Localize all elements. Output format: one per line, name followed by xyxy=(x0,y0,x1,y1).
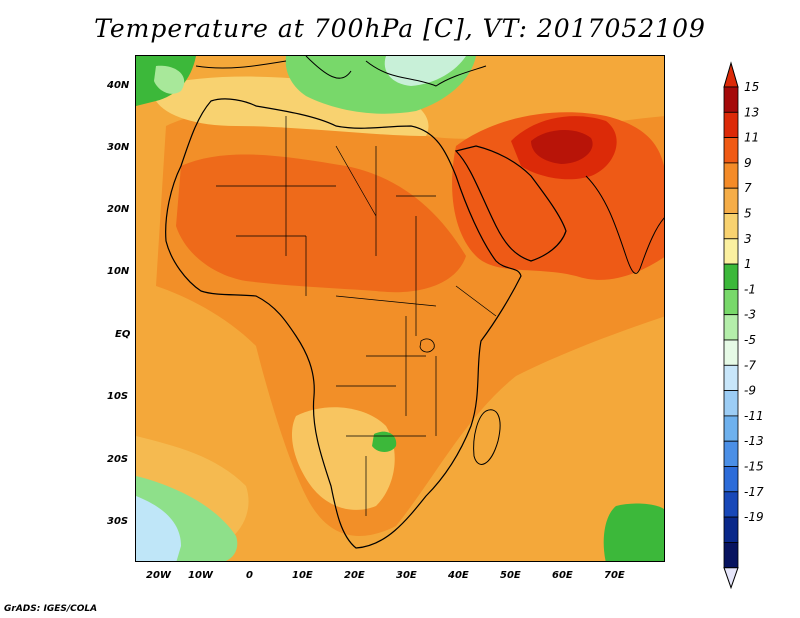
lon-label: 10E xyxy=(292,570,313,581)
colorbar-swatch xyxy=(723,238,739,265)
lon-label: 10W xyxy=(188,570,214,581)
colorbar: 15 13 11 9 7 5 3 1 -1 -3 -5 -7 -9 -11 -13 -15 -17 -19 xyxy=(723,61,764,590)
lat-tick-labels: 40N 30N 20N 10N EQ 10S 20S 30S xyxy=(106,80,131,527)
colorbar-level-label: 13 xyxy=(744,105,759,119)
lon-label: 30E xyxy=(396,570,417,581)
colorbar-swatch xyxy=(723,86,739,113)
colorbar-level-label: 1 xyxy=(744,257,752,271)
colorbar-bottom-arrow xyxy=(723,567,739,590)
lat-label: 20S xyxy=(107,454,128,465)
africa-coastline xyxy=(165,98,522,549)
colorbar-swatch xyxy=(723,542,739,569)
colorbar-swatch xyxy=(723,390,739,417)
arabia-coastline xyxy=(454,145,567,262)
field-lightgreen-northwest xyxy=(154,65,185,94)
lat-label: 10N xyxy=(107,266,130,277)
lat-label: 30S xyxy=(107,516,128,527)
lon-label: 50E xyxy=(500,570,521,581)
colorbar-level-label: -15 xyxy=(744,460,764,474)
colorbar-level-label: 9 xyxy=(744,156,752,170)
colorbar-swatch xyxy=(723,415,739,442)
lat-label: 40N xyxy=(106,80,130,91)
lat-label: 20N xyxy=(107,204,130,215)
lon-tick-labels: 20W 10W 0 10E 20E 30E 40E 50E 60E 70E xyxy=(146,570,625,581)
colorbar-level-label: 15 xyxy=(744,80,759,94)
field-green-southeast xyxy=(603,503,664,561)
europe-coastline xyxy=(195,56,487,87)
colorbar-swatch xyxy=(723,314,739,341)
field-lightblue-southwest xyxy=(136,496,181,561)
field-green-zambia xyxy=(372,431,397,452)
lon-label: 20W xyxy=(146,570,172,581)
india-coastline xyxy=(585,175,664,274)
colorbar-level-label: -7 xyxy=(744,358,756,372)
colorbar-level-label: -17 xyxy=(744,485,764,499)
lon-label: 0 xyxy=(246,570,253,581)
chart-title: Temperature at 700hPa [C], VT: 201705210… xyxy=(94,14,706,43)
colorbar-swatch xyxy=(723,339,739,366)
colorbar-swatch xyxy=(723,111,739,139)
colorbar-level-label: 5 xyxy=(744,207,752,221)
colorbar-level-label: -1 xyxy=(744,282,756,296)
colorbar-level-label: -11 xyxy=(744,409,764,423)
colorbar-level-label: -9 xyxy=(744,384,756,398)
colorbar-swatch xyxy=(723,466,739,493)
temperature-map xyxy=(135,55,665,562)
colorbar-swatch xyxy=(723,364,739,391)
colorbar-swatch xyxy=(723,213,739,240)
colorbar-level-label: -3 xyxy=(744,308,756,322)
lon-label: 60E xyxy=(552,570,573,581)
colorbar-level-label: 7 xyxy=(744,181,752,195)
colorbar-swatch xyxy=(723,516,739,543)
colorbar-level-label: -5 xyxy=(744,333,756,347)
lon-label: 40E xyxy=(447,570,469,581)
colorbar-swatch xyxy=(723,187,739,214)
lat-label: 10S xyxy=(107,391,128,402)
map-canvas xyxy=(136,56,664,561)
colorbar-swatch xyxy=(723,491,739,518)
lake-victoria xyxy=(419,338,435,353)
colorbar-swatch xyxy=(723,137,739,164)
country-borders xyxy=(216,116,497,516)
field-yellow-south xyxy=(291,407,395,510)
field-redorange-sahara xyxy=(176,154,466,293)
field-darkred-iran xyxy=(531,130,593,164)
lon-label: 20E xyxy=(344,570,365,581)
colorbar-swatch xyxy=(723,288,739,316)
madagascar-outline xyxy=(473,409,501,465)
colorbar-swatch xyxy=(723,263,739,290)
lon-label: 70E xyxy=(604,570,625,581)
colorbar-level-label: -13 xyxy=(744,434,764,448)
colorbar-swatch xyxy=(723,440,739,467)
colorbar-top-arrow xyxy=(723,61,739,88)
colorbar-level-label: -19 xyxy=(744,510,764,524)
credit-text: GrADS: IGES/COLA xyxy=(4,604,98,614)
lat-label: EQ xyxy=(115,329,131,340)
lat-label: 30N xyxy=(107,142,130,153)
colorbar-level-label: 3 xyxy=(744,232,752,246)
colorbar-level-label: 11 xyxy=(744,131,759,145)
colorbar-swatch xyxy=(723,162,739,189)
